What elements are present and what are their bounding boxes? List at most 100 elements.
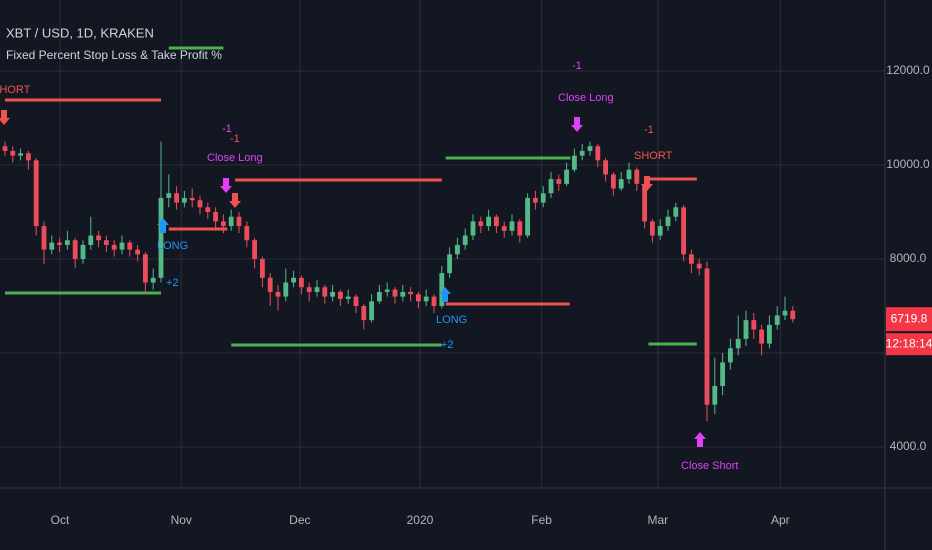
candle-body	[587, 146, 593, 151]
candle-body	[361, 306, 367, 321]
candle-body	[205, 207, 211, 213]
candle-body	[18, 153, 24, 156]
candle-body	[774, 315, 780, 325]
candle-body	[142, 254, 148, 283]
candle-body	[369, 301, 375, 321]
signal-label: Close Long	[558, 92, 614, 104]
candle-body	[267, 277, 273, 292]
candle-body	[556, 179, 562, 184]
candle-body	[634, 169, 640, 184]
candle-body	[25, 153, 31, 161]
signal-label: SHORT	[634, 150, 673, 162]
candle-body	[314, 287, 320, 292]
x-tick-label: Dec	[289, 513, 310, 527]
candle-body	[275, 291, 281, 297]
candle-body	[10, 150, 16, 156]
signal-label: -1	[230, 133, 240, 145]
candle-body	[353, 296, 359, 307]
candle-body	[408, 291, 414, 295]
candle-body	[33, 160, 39, 227]
candle-body	[166, 193, 172, 198]
x-tick-label: Nov	[171, 513, 192, 527]
candle-body	[150, 277, 156, 283]
candle-body	[517, 221, 523, 236]
candle-body	[96, 235, 102, 241]
x-tick-label: Oct	[51, 513, 70, 527]
candle-body	[337, 291, 343, 299]
candle-body	[626, 169, 632, 180]
candle-body	[431, 296, 437, 307]
candle-body	[681, 207, 687, 255]
candle-body	[603, 160, 609, 175]
candle-body	[532, 197, 538, 203]
arrow	[229, 193, 241, 208]
candle-body	[103, 240, 109, 245]
price-tags: 6719.8 12:18:14	[886, 307, 932, 356]
arrow	[694, 432, 706, 447]
axes: 4000.0 8000.0 10000.0 12000.0 Oct Nov Dec 2020 F…	[51, 63, 930, 527]
candle-body	[657, 226, 663, 236]
candle-body	[220, 221, 226, 227]
candle-body	[213, 212, 219, 222]
signal-label: Close Long	[207, 152, 263, 164]
candle-body	[236, 216, 242, 227]
x-tick-label: Apr	[771, 513, 790, 527]
candle-body	[782, 310, 788, 316]
candle-body	[423, 296, 429, 302]
candle-body	[244, 226, 250, 241]
y-tick-label: 8000.0	[890, 251, 927, 265]
candle-body	[470, 221, 476, 236]
arrow	[0, 110, 10, 125]
candle-body	[384, 289, 390, 292]
candle-body	[259, 259, 265, 278]
candle-body	[486, 216, 492, 227]
candle-body	[525, 197, 531, 236]
signals: SHORT LONG +2 -1 -1 Close Long LONG +2 -…	[0, 60, 738, 472]
x-tick-label: Feb	[531, 513, 552, 527]
candle-body	[564, 169, 570, 184]
levels	[4, 46, 697, 347]
countdown: 12:18:14	[886, 336, 932, 350]
candle-body	[766, 324, 772, 344]
candle-body	[759, 329, 765, 344]
arrow	[439, 287, 451, 302]
candle-body	[751, 320, 757, 330]
candle-body	[376, 291, 382, 302]
candle-body	[400, 291, 406, 297]
candle-body	[135, 249, 141, 255]
candle-body	[41, 226, 47, 250]
candle-body	[548, 179, 554, 194]
last-price: 6719.8	[891, 311, 928, 325]
candle-body	[330, 291, 336, 297]
candle-body	[720, 362, 726, 386]
arrow	[157, 218, 169, 233]
candle-body	[688, 254, 694, 264]
candle-body	[111, 244, 117, 250]
candle-body	[415, 294, 421, 302]
candle-body	[80, 244, 86, 260]
candle-body	[174, 193, 180, 203]
chart-title: XBT / USD, 1D, KRAKEN	[6, 25, 154, 40]
candle-body	[704, 268, 710, 405]
y-tick-label: 10000.0	[886, 157, 930, 171]
candle-body	[127, 242, 133, 250]
candle-body	[478, 221, 484, 227]
candle-body	[64, 240, 70, 245]
candle-body	[501, 226, 507, 231]
candle-body	[298, 277, 304, 288]
candle-body	[392, 289, 398, 297]
signal-label: SHORT	[0, 84, 31, 96]
signal-label: Close Short	[681, 460, 738, 472]
signal-label: +2	[441, 339, 454, 351]
candle-body	[462, 235, 468, 245]
candle-body	[345, 296, 351, 299]
candle-body	[743, 320, 749, 339]
candle-body	[696, 263, 702, 269]
candle-body	[642, 183, 648, 222]
signal-label: -1	[222, 123, 232, 135]
candle-body	[618, 179, 624, 189]
candle-body	[540, 193, 546, 203]
candle-body	[649, 221, 655, 236]
candles	[2, 141, 796, 422]
